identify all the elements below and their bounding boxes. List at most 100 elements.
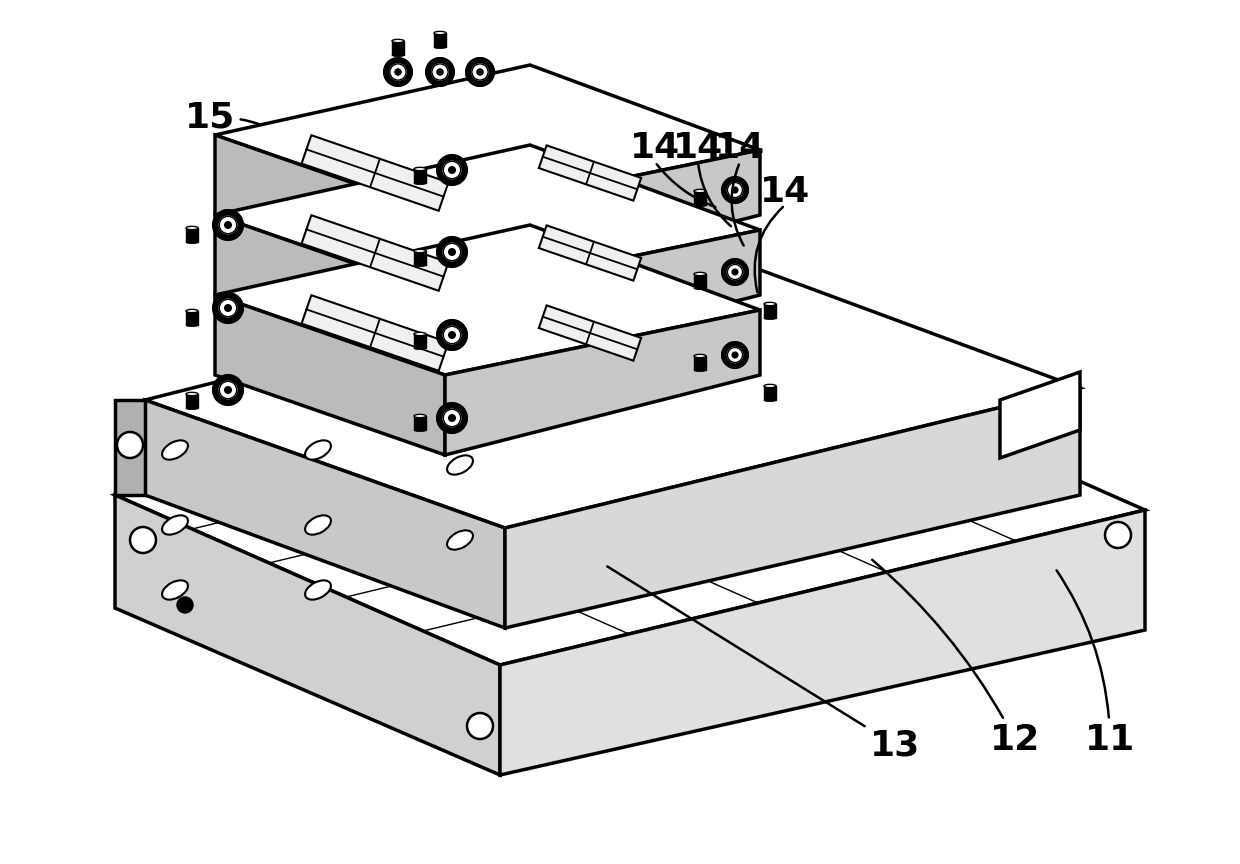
Circle shape — [130, 527, 156, 553]
FancyArrowPatch shape — [657, 164, 715, 207]
Circle shape — [213, 293, 243, 323]
Circle shape — [722, 342, 748, 368]
Circle shape — [224, 222, 232, 228]
Text: 15: 15 — [185, 101, 309, 158]
Ellipse shape — [414, 415, 427, 417]
Ellipse shape — [162, 581, 188, 600]
Circle shape — [436, 155, 467, 185]
Bar — [694, 274, 706, 288]
Ellipse shape — [305, 515, 331, 535]
Circle shape — [224, 305, 232, 311]
Text: 14: 14 — [715, 131, 765, 165]
Bar — [186, 394, 198, 408]
Ellipse shape — [186, 392, 198, 396]
Ellipse shape — [434, 45, 446, 48]
Ellipse shape — [186, 309, 198, 313]
Circle shape — [389, 64, 407, 80]
Circle shape — [219, 299, 237, 317]
Circle shape — [432, 64, 448, 80]
Ellipse shape — [186, 226, 198, 230]
Ellipse shape — [414, 181, 427, 185]
Circle shape — [449, 332, 455, 339]
Ellipse shape — [694, 203, 706, 206]
Ellipse shape — [305, 581, 331, 600]
Ellipse shape — [448, 530, 472, 550]
Polygon shape — [539, 145, 641, 200]
Ellipse shape — [392, 40, 404, 42]
Ellipse shape — [764, 316, 776, 320]
Ellipse shape — [186, 406, 198, 410]
Bar — [186, 311, 198, 325]
Ellipse shape — [414, 333, 427, 335]
Circle shape — [436, 69, 443, 75]
Polygon shape — [215, 225, 760, 375]
Polygon shape — [505, 388, 1080, 628]
Polygon shape — [999, 372, 1080, 458]
Polygon shape — [215, 65, 760, 215]
Bar — [392, 41, 404, 55]
Ellipse shape — [694, 286, 706, 289]
Circle shape — [177, 597, 193, 613]
Circle shape — [444, 327, 461, 344]
Ellipse shape — [694, 368, 706, 372]
Circle shape — [1105, 522, 1131, 548]
FancyArrowPatch shape — [732, 164, 744, 245]
Circle shape — [732, 270, 738, 275]
Circle shape — [444, 410, 461, 427]
Ellipse shape — [694, 189, 706, 193]
Ellipse shape — [414, 346, 427, 350]
Circle shape — [219, 381, 237, 398]
Polygon shape — [445, 150, 760, 295]
Polygon shape — [301, 295, 449, 371]
Circle shape — [722, 259, 748, 285]
Ellipse shape — [764, 398, 776, 402]
Polygon shape — [215, 295, 445, 455]
Circle shape — [467, 713, 494, 739]
Ellipse shape — [694, 354, 706, 358]
Ellipse shape — [414, 264, 427, 267]
Bar — [434, 33, 446, 47]
Ellipse shape — [162, 441, 188, 460]
Circle shape — [224, 387, 232, 393]
Polygon shape — [445, 230, 760, 375]
Circle shape — [436, 320, 467, 350]
Ellipse shape — [448, 455, 472, 474]
Bar — [764, 304, 776, 318]
Circle shape — [477, 69, 484, 75]
Circle shape — [732, 353, 738, 358]
FancyArrowPatch shape — [698, 165, 730, 226]
Circle shape — [728, 347, 743, 363]
Circle shape — [384, 58, 412, 86]
Text: 14: 14 — [630, 131, 680, 165]
Polygon shape — [215, 215, 445, 375]
Circle shape — [444, 244, 461, 261]
Circle shape — [213, 210, 243, 240]
Circle shape — [466, 58, 494, 86]
Ellipse shape — [305, 441, 331, 460]
Circle shape — [728, 182, 743, 198]
Ellipse shape — [434, 31, 446, 35]
FancyArrowPatch shape — [755, 206, 782, 292]
Bar — [694, 356, 706, 370]
Polygon shape — [301, 135, 449, 211]
Ellipse shape — [186, 323, 198, 327]
Text: 14: 14 — [673, 131, 723, 165]
Ellipse shape — [392, 54, 404, 57]
Ellipse shape — [764, 384, 776, 388]
Circle shape — [449, 167, 455, 174]
Circle shape — [436, 403, 467, 433]
Circle shape — [219, 216, 237, 233]
Circle shape — [213, 375, 243, 405]
Circle shape — [394, 69, 401, 75]
Bar — [414, 169, 427, 183]
Circle shape — [728, 264, 743, 280]
Polygon shape — [115, 495, 500, 775]
Text: 11: 11 — [1056, 570, 1135, 757]
Polygon shape — [145, 400, 505, 628]
Circle shape — [732, 187, 738, 193]
Bar — [414, 334, 427, 348]
Circle shape — [444, 162, 461, 179]
Bar — [414, 251, 427, 265]
Polygon shape — [500, 510, 1145, 775]
Polygon shape — [215, 135, 445, 295]
